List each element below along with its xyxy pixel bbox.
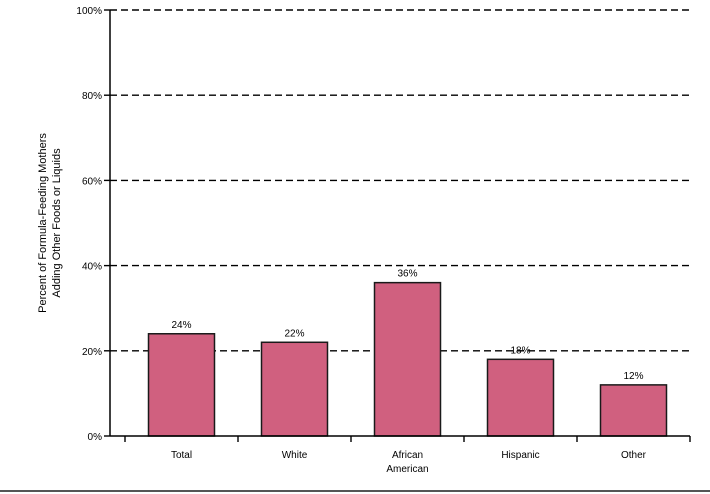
bar xyxy=(599,384,668,437)
data-label: 24% xyxy=(171,320,191,331)
y-tick-label: 100% xyxy=(76,6,102,17)
x-category-label: Total xyxy=(171,450,192,461)
data-label: 12% xyxy=(623,371,643,382)
x-category-label: Hispanic xyxy=(501,450,539,461)
x-category-label: Other xyxy=(621,450,647,461)
x-category-label: African xyxy=(392,450,423,461)
bar xyxy=(486,358,555,437)
bar xyxy=(147,333,216,437)
y-tick-label: 80% xyxy=(82,91,102,102)
data-label: 22% xyxy=(284,328,304,339)
data-label: 36% xyxy=(397,269,417,280)
y-axis-title-line: Percent of Formula-Feeding Mothers xyxy=(37,133,49,313)
y-tick-label: 0% xyxy=(88,432,103,443)
data-labels: 24% 22% 36% 18% 12% xyxy=(171,269,643,382)
bar xyxy=(260,341,329,437)
y-tick-label: 60% xyxy=(82,176,102,187)
y-tick-label: 40% xyxy=(82,262,102,273)
bars xyxy=(147,281,668,437)
y-axis-title-line: Adding Other Foods or Liquids xyxy=(51,148,63,298)
bar xyxy=(373,281,442,437)
x-axis-categories: Total White African American Hispanic Other xyxy=(124,436,691,475)
data-label: 18% xyxy=(510,345,530,356)
y-tick-label: 20% xyxy=(82,347,102,358)
y-axis-title: Percent of Formula-Feeding Mothers Adding… xyxy=(37,133,63,313)
x-category-label: American xyxy=(386,464,428,475)
x-category-label: White xyxy=(282,450,308,461)
bottom-rule xyxy=(0,490,710,492)
y-axis-ticks: 0% 20% 40% 60% 80% 100% xyxy=(76,6,110,443)
